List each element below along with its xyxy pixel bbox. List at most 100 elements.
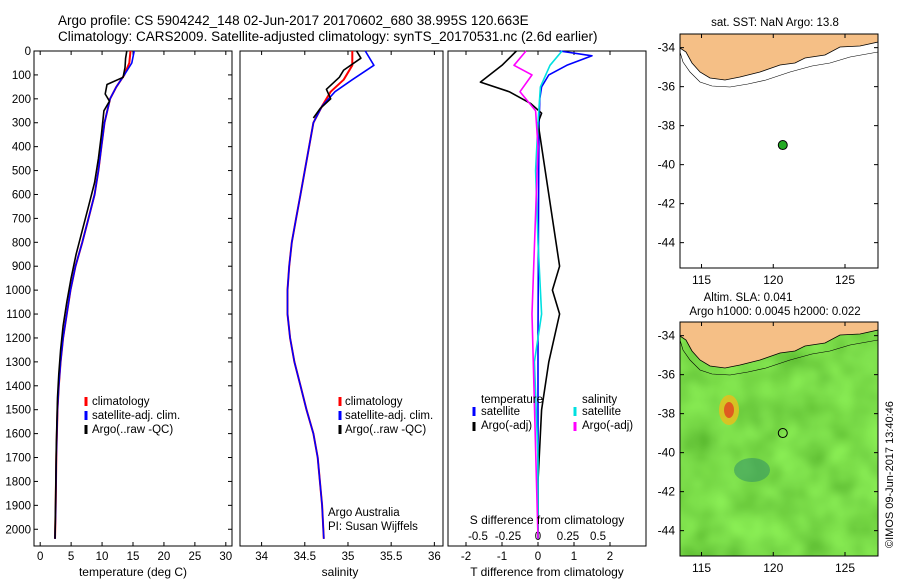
legend-argo: Argo(..raw -QC) (345, 424, 426, 436)
map-x-tick-label: 125 (835, 561, 855, 575)
x-tick-label: 34.5 (294, 551, 316, 563)
legend-salinity-header: salinity (582, 394, 617, 406)
map-y-tick-label: -34 (658, 329, 676, 343)
temperature-legend: climatology satellite-adj. clim. Argo(..… (84, 396, 180, 436)
y-tick-label: 1400 (5, 381, 31, 393)
x-tick-label: 0 (535, 551, 541, 563)
y-tick-label: 1100 (6, 309, 31, 321)
salinity-axes (239, 50, 444, 547)
series-line-2 (54, 50, 128, 539)
legend-climatology: climatology (345, 396, 403, 408)
map-x-tick-label: 115 (692, 273, 711, 287)
x2-tick-label: -0.5 (468, 531, 488, 543)
sla-map-axes (679, 321, 879, 557)
x-tick-label: 35 (342, 551, 355, 563)
x-tick-label: 34 (255, 551, 268, 563)
map-y-tick-label: -38 (658, 119, 676, 133)
y-tick-label: 500 (12, 166, 31, 178)
salinity-legend: climatology satellite-adj. clim. Argo(..… (338, 396, 433, 436)
land-mass (679, 321, 879, 369)
x-tick-label: 30 (219, 551, 232, 563)
y-tick-label: 1800 (5, 476, 31, 488)
map-x-tick-label: 120 (763, 273, 783, 287)
temperature-ticks: 0100200300400500600700800900100011001200… (5, 46, 232, 563)
legend-t-satellite: satellite (481, 406, 520, 418)
figure-title-line2: Climatology: CARS2009. Satellite-adjuste… (58, 29, 598, 44)
difference-lines (479, 50, 593, 539)
y-tick-label: 1900 (5, 500, 31, 512)
sla-low-spot (734, 458, 770, 482)
pi-label: PI: Susan Wijffels (328, 521, 418, 533)
x-tick-label: 15 (127, 551, 140, 563)
x-tick-label: 2 (607, 551, 613, 563)
y-tick-label: 300 (12, 118, 31, 130)
legend-t-argo: Argo(-adj) (481, 420, 532, 432)
map-y-tick-label: -44 (658, 524, 676, 538)
figure-title-line1: Argo profile: CS 5904242_148 02-Jun-2017… (58, 13, 529, 28)
sla-map-title: Altim. SLA: 0.041 (704, 292, 793, 304)
legend-argo: Argo(..raw -QC) (92, 424, 173, 436)
legend-s-satellite: satellite (582, 406, 621, 418)
y-tick-label: 0 (25, 46, 31, 58)
land-mass (679, 33, 879, 81)
map-y-tick-label: -34 (658, 41, 676, 55)
difference-xlabel: T difference from climatology (470, 565, 624, 579)
x-tick-label: 10 (96, 551, 109, 563)
y-tick-label: 1200 (5, 333, 31, 345)
temperature-panel: 0100200300400500600700800900100011001200… (5, 46, 233, 579)
y-tick-label: 800 (12, 237, 31, 249)
sla-map-ticks: 115 120 125 -34 -36 -38 -40 -42 -44 (658, 322, 878, 575)
y-tick-label: 200 (12, 94, 31, 106)
sst-map-axes (679, 33, 879, 269)
sst-map: sat. SST: NaN Argo: 13.8 115 120 125 -34 -36… (658, 17, 879, 287)
map-y-tick-label: -42 (658, 485, 676, 499)
x2-tick-label: -0.25 (495, 531, 521, 543)
salinity-xlabel: salinity (322, 565, 359, 579)
y-tick-label: 1500 (5, 405, 31, 417)
series-line-1 (286, 50, 375, 539)
map-y-tick-label: -44 (658, 236, 676, 250)
map-y-tick-label: -42 (658, 197, 676, 211)
agency-label: Argo Australia (328, 507, 400, 519)
x-tick-label: 36 (428, 551, 441, 563)
x2-tick-label: 0.25 (557, 531, 579, 543)
argo-float-marker (777, 428, 788, 439)
difference-panel: -2 -1 0 1 2-0.5 -0.25 0 0.25 0.5 T difference fr… (447, 50, 647, 579)
y-tick-label: 600 (12, 189, 31, 201)
sst-map-title: sat. SST: NaN Argo: 13.8 (711, 17, 839, 29)
x-tick-label: 1 (571, 551, 577, 563)
salinity-panel: 34 34.5 35 35.5 36 salinity climatology sate… (239, 50, 444, 579)
map-y-tick-label: -40 (658, 446, 676, 460)
temperature-lines (54, 50, 135, 539)
y-tick-label: 400 (12, 142, 31, 154)
map-x-tick-label: 115 (692, 561, 711, 575)
y-tick-label: 700 (12, 213, 31, 225)
legend-climatology: climatology (92, 396, 150, 408)
x-tick-label: 0 (37, 551, 43, 563)
x-tick-label: 35.5 (380, 551, 402, 563)
x2-tick-label: 0.5 (590, 531, 606, 543)
sst-map-ticks: 115 120 125 -34 -36 -38 -40 -42 -44 (658, 34, 878, 287)
series-line-2 (312, 50, 362, 119)
y-tick-label: 1700 (5, 453, 31, 465)
map-y-tick-label: -40 (658, 158, 676, 172)
difference-axes (447, 50, 647, 547)
legend-temperature-header: temperature (481, 394, 543, 406)
map-y-tick-label: -36 (658, 368, 676, 382)
sla-map: Altim. SLA: 0.041 Argo h1000: 0.0045 h20… (658, 292, 879, 575)
x-tick-label: 5 (68, 551, 74, 563)
difference-x2label: S difference from climatology (470, 513, 625, 527)
y-tick-label: 1000 (5, 285, 31, 297)
x-tick-label: 20 (158, 551, 171, 563)
map-y-tick-label: -36 (658, 80, 676, 94)
argo-float-marker (777, 140, 788, 151)
legend-s-argo: Argo(-adj) (582, 420, 633, 432)
shelf-contour (679, 51, 879, 88)
salinity-lines (286, 50, 375, 539)
temperature-axes (33, 50, 233, 547)
y-tick-label: 900 (12, 261, 31, 273)
series-line-2 (533, 50, 563, 539)
series-line-1 (479, 50, 561, 539)
sla-map-subtitle: Argo h1000: 0.0045 h2000: 0.022 (689, 306, 860, 318)
